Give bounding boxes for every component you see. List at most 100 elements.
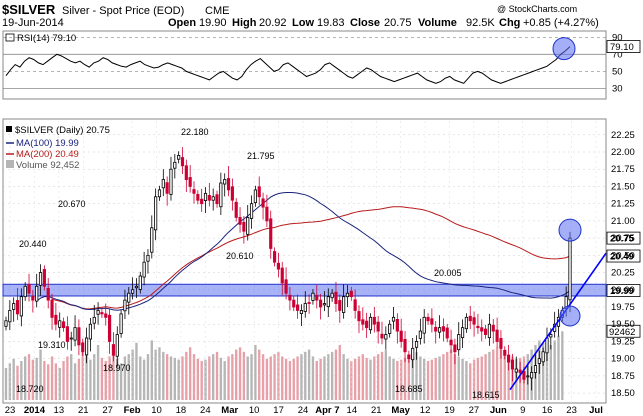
volume-bar [495, 347, 499, 400]
candle-body [77, 327, 81, 346]
candle-body [31, 295, 35, 301]
price-tick-label: 18.50 [611, 388, 635, 399]
candle-body [495, 329, 499, 342]
candle-body [349, 290, 353, 298]
volume-bar [438, 356, 441, 400]
volume-bar [16, 365, 19, 400]
candle-body [414, 341, 419, 348]
candle-body [134, 285, 139, 289]
ma200-legend: MA(200) 20.49 [16, 149, 79, 160]
volume-label: Volume [418, 17, 457, 29]
candle-body [441, 326, 445, 332]
time-tick-label: 24 [200, 405, 211, 416]
candle-body [154, 196, 158, 231]
volume-bar [139, 356, 142, 400]
anno-18720: 18.720 [16, 384, 44, 394]
rsi-tick-30: 30 [612, 83, 623, 94]
volume-bar [200, 361, 203, 400]
symbol: $SILVER [2, 2, 56, 17]
anno-20440: 20.440 [19, 239, 47, 249]
candle-body [88, 323, 92, 340]
candle-body [368, 316, 373, 331]
volume-bar [135, 342, 138, 400]
candle-body [541, 351, 545, 363]
candle-body [476, 325, 480, 329]
time-tick-label: 18 [176, 405, 187, 416]
anno-19310: 19.310 [38, 340, 66, 350]
rsi-highlight-circle [552, 37, 576, 61]
price-tick-label: 19.50 [611, 319, 635, 330]
volume-bar [181, 356, 184, 400]
anno-20005: 20.005 [434, 268, 462, 278]
volume-bar [81, 349, 84, 400]
candle-body [545, 337, 549, 354]
volume-bar [188, 347, 192, 400]
candle-body [157, 189, 162, 198]
volume-bar [499, 345, 503, 400]
volume-bar [231, 354, 234, 400]
candle-body [338, 300, 342, 311]
volume-bar [492, 349, 495, 400]
candle-body [418, 330, 422, 339]
candle-body [322, 303, 327, 306]
anno-18615: 18.615 [472, 390, 500, 400]
price-tick-label: 20.75 [611, 233, 635, 244]
volume-bar [116, 358, 119, 400]
volume-bar [484, 354, 487, 400]
candle-body [334, 291, 338, 304]
volume-current-box [606, 324, 641, 338]
candle-layer [4, 147, 572, 391]
volume-bar [357, 356, 361, 400]
volume-layer: 92462 [4, 324, 641, 400]
volume-bar [369, 359, 372, 400]
anno-18970: 18.970 [103, 363, 131, 373]
candle-body [219, 182, 223, 208]
volume-bar [142, 359, 146, 400]
ma100-legend: MA(100) 19.99 [16, 138, 79, 149]
watermark: @ StockCharts.com [497, 4, 577, 14]
volume-bar [315, 361, 318, 400]
candle-body [73, 327, 77, 341]
volume-bar [323, 356, 326, 400]
candle-body [284, 279, 288, 294]
candle-body [192, 189, 196, 194]
price-tick-label: 21.75 [611, 164, 635, 175]
candle-body [299, 310, 304, 314]
candle-body [138, 275, 142, 290]
volume-bar [100, 357, 104, 400]
candle-body [526, 375, 530, 378]
candle-body [180, 157, 185, 167]
volume-bar [442, 354, 445, 400]
price-tick-label: 21.25 [611, 199, 635, 210]
time-tick-label: 16 [542, 405, 553, 416]
anno-20670: 20.670 [58, 199, 86, 209]
candle-body [280, 267, 284, 284]
volume-bar [403, 357, 407, 400]
time-tick-label: Feb [124, 405, 141, 416]
volume-bar [212, 354, 215, 400]
volume-bar [227, 356, 230, 400]
candle-body [215, 194, 219, 205]
candle-body [150, 227, 154, 253]
volume-bar [361, 354, 364, 400]
rsi-tick-50: 50 [612, 66, 623, 77]
price-tick-label: 21.00 [611, 216, 635, 227]
candle-body [487, 323, 492, 339]
price-legend: $SILVER (Daily) 20.75 [15, 125, 110, 136]
rsi-legend-swatch [5, 33, 15, 42]
candle-body [200, 198, 204, 205]
candle-body [54, 314, 58, 325]
volume-bar [93, 354, 96, 400]
candle-body [127, 292, 131, 303]
candle-body [395, 318, 399, 332]
uptrend-line [509, 252, 607, 391]
axis-layer: 18.50 18.75 19.00 19.25 19.50 19.75 20.00 20.25… [5, 130, 635, 416]
candle-body [261, 198, 265, 208]
volume-bar [35, 357, 38, 400]
volume-bar [461, 358, 464, 400]
volume-bar [380, 351, 384, 400]
candle-body [353, 299, 357, 311]
candle-body [119, 313, 123, 334]
volume-bar [541, 342, 545, 400]
volume-bar [254, 345, 257, 400]
